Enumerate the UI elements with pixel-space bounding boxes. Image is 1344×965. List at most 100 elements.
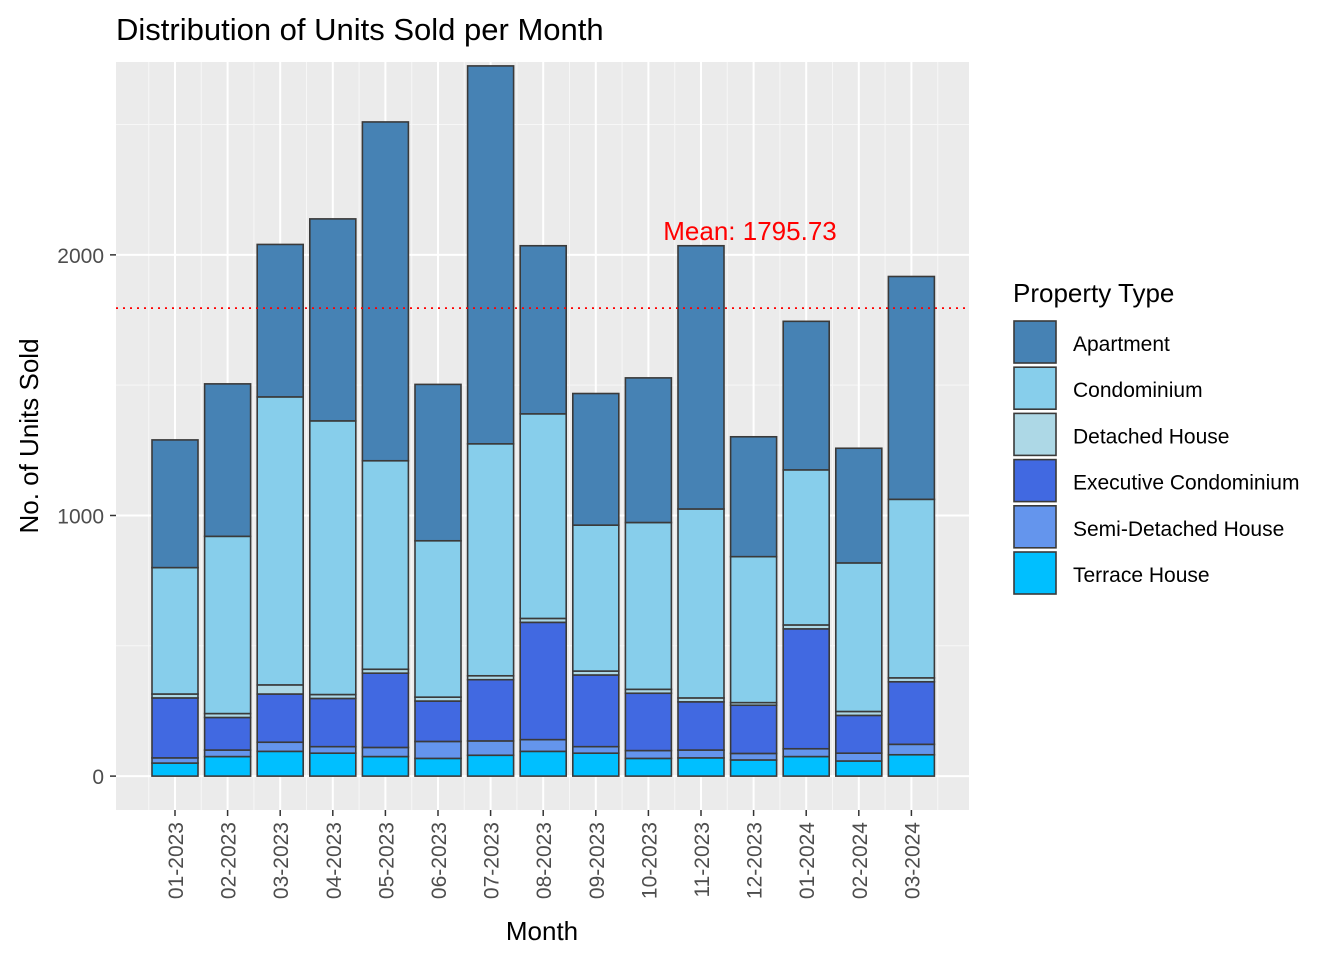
- legend-key: [1013, 320, 1057, 364]
- legend-key: [1013, 504, 1057, 549]
- bar-segment: [887, 498, 936, 679]
- x-tick-label: 08-2023: [533, 822, 556, 899]
- legend-label: Detached House: [1073, 425, 1229, 448]
- x-tick-label: 11-2023: [691, 822, 714, 898]
- bar-segment: [256, 741, 305, 753]
- bar-segment: [571, 745, 620, 754]
- bar-segment: [361, 121, 410, 462]
- mean-label: Mean: 1795.73: [663, 216, 836, 246]
- bar-segment: [834, 562, 883, 713]
- bar-segment: [887, 275, 936, 501]
- x-tick-label: 07-2023: [481, 822, 504, 899]
- bar-segment: [834, 760, 883, 777]
- bar-segment: [782, 628, 831, 750]
- bar-segment: [782, 469, 831, 626]
- chart-title: Distribution of Units Sold per Month: [116, 12, 604, 47]
- bar-segment: [887, 753, 936, 777]
- bar-segment: [677, 749, 725, 759]
- x-tick-label: 01-2024: [796, 822, 819, 899]
- bar-segment: [151, 566, 199, 695]
- bar-segment: [834, 447, 883, 564]
- bar-segment: [729, 759, 778, 777]
- bar-segment: [677, 244, 725, 510]
- bar-segment: [414, 700, 462, 743]
- bar-segment: [519, 244, 568, 415]
- legend-label: Executive Condominium: [1073, 472, 1299, 495]
- bar-segment: [466, 65, 515, 445]
- x-tick-label: 06-2023: [428, 822, 451, 899]
- legend-label: Condominium: [1073, 379, 1203, 402]
- x-tick-label: 12-2023: [744, 822, 767, 899]
- legend-label: Semi-Detached House: [1073, 518, 1284, 541]
- bar-segment: [624, 377, 673, 524]
- x-axis-title: Month: [506, 916, 578, 946]
- x-tick-label: 02-2023: [218, 822, 241, 899]
- bar-segment: [624, 692, 673, 752]
- bar-segment: [256, 693, 305, 744]
- x-tick-label: 03-2023: [270, 822, 293, 899]
- y-tick-label: 1000: [57, 505, 104, 528]
- bar-segment: [414, 740, 462, 760]
- y-tick-label: 0: [92, 766, 104, 789]
- bar-segment: [308, 752, 357, 777]
- bar-segment: [256, 684, 305, 695]
- bar-segment: [361, 755, 410, 777]
- legend-label: Apartment: [1073, 333, 1170, 356]
- mean-layer: Mean: 1795.73: [116, 216, 969, 310]
- bar-segment: [466, 754, 515, 777]
- bar-segment: [782, 747, 831, 758]
- bar-segment: [782, 755, 831, 777]
- bar-segment: [414, 539, 462, 698]
- bar-segment: [466, 443, 515, 677]
- bar-segment: [519, 621, 568, 741]
- x-axis: 01-2023 02-2023 03-2023 04-2023 05-2023 06-20…: [165, 810, 924, 899]
- bar-segment: [203, 755, 252, 777]
- bar-segment: [151, 697, 199, 759]
- bar-segment: [571, 392, 620, 526]
- legend-title: Property Type: [1013, 278, 1174, 308]
- bar-segment: [151, 762, 199, 777]
- legend-label: Terrace House: [1073, 564, 1210, 587]
- bar-segment: [203, 716, 252, 751]
- x-tick-label: 02-2024: [849, 822, 872, 899]
- x-tick-label: 10-2023: [638, 822, 661, 899]
- legend: Property Type Apartment Condominium Detach…: [1013, 278, 1299, 595]
- y-axis: 0 1000 2000: [57, 245, 116, 789]
- bar-segment: [677, 701, 725, 751]
- x-tick-label: 09-2023: [586, 822, 609, 899]
- bar-segment: [308, 420, 357, 696]
- bar-segment: [571, 674, 620, 748]
- bar-segment: [414, 383, 462, 542]
- bar-segment: [519, 738, 568, 753]
- x-tick-label: 04-2023: [323, 822, 346, 899]
- bar-segment: [571, 752, 620, 777]
- bar-segment: [729, 435, 778, 558]
- bar-segment: [151, 439, 199, 569]
- legend-key: [1013, 551, 1057, 595]
- bar-segment: [729, 704, 778, 755]
- bars-layer: [151, 65, 936, 777]
- bar-segment: [624, 757, 673, 777]
- bar-segment: [729, 555, 778, 704]
- bar-segment: [256, 396, 305, 686]
- bar-segment: [782, 320, 831, 471]
- bar-segment: [361, 672, 410, 749]
- y-tick-label: 2000: [57, 245, 104, 268]
- bar-segment: [466, 678, 515, 742]
- bar-segment: [256, 750, 305, 777]
- bar-segment: [624, 521, 673, 691]
- bar-segment: [834, 714, 883, 754]
- bar-segment: [256, 243, 305, 398]
- x-tick-label: 01-2023: [165, 822, 188, 899]
- bar-segment: [466, 740, 515, 757]
- bar-segment: [414, 757, 462, 777]
- bar-segment: [361, 746, 410, 758]
- bar-segment: [203, 535, 252, 715]
- bar-segment: [203, 383, 252, 538]
- legend-key: [1013, 366, 1057, 411]
- bar-segment: [887, 680, 936, 746]
- legend-key: [1013, 458, 1057, 503]
- bar-segment: [519, 750, 568, 777]
